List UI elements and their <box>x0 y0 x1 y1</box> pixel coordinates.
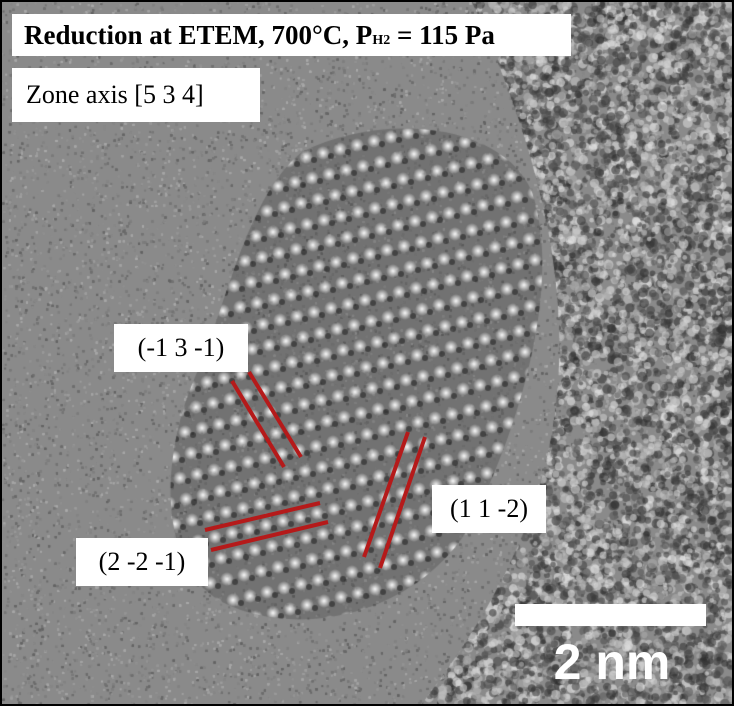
title-subscript: H2 <box>372 33 391 48</box>
scale-bar <box>515 604 706 626</box>
plane-label-131: (-1 3 -1) <box>114 324 248 372</box>
title-main-text: Reduction at ETEM, 700°C, P <box>24 20 373 50</box>
zone-axis-label: Zone axis [5 3 4] <box>12 68 260 122</box>
plane-label-112: (1 1 -2) <box>432 485 546 533</box>
plane-label-221: (2 -2 -1) <box>76 538 208 586</box>
title-tail-text: = 115 Pa <box>390 20 495 50</box>
title-label: Reduction at ETEM, 700°C, PH2 = 115 Pa <box>12 14 571 56</box>
scale-bar-label: 2 nm <box>553 634 671 690</box>
